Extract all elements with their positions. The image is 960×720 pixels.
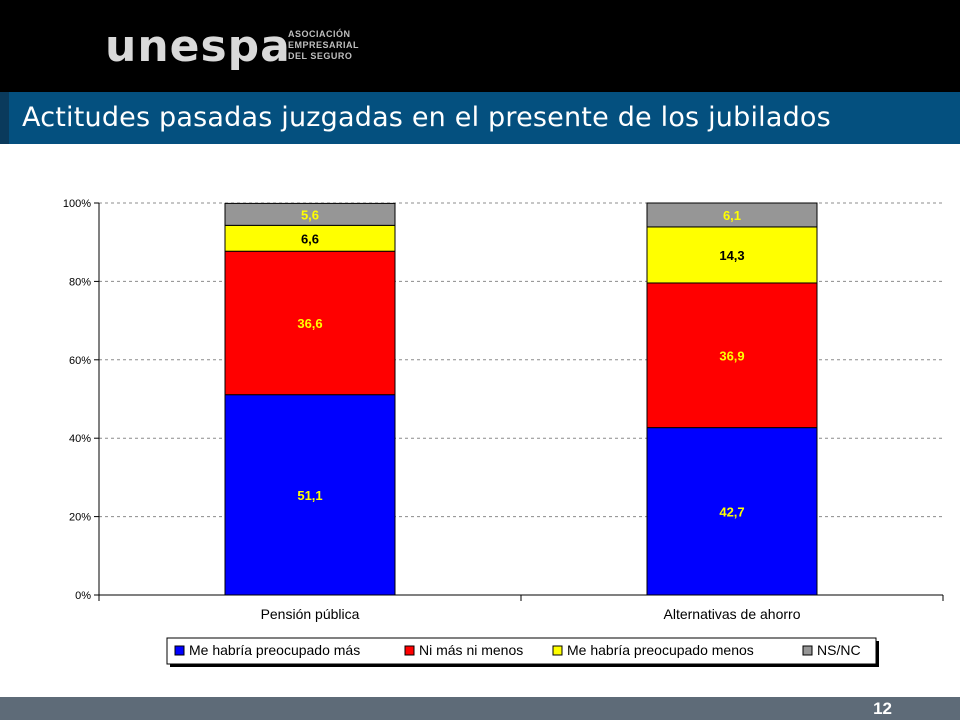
data-label: 6,1 — [723, 208, 741, 223]
y-tick-label: 40% — [69, 433, 91, 445]
y-tick-label: 60% — [69, 355, 91, 367]
page-title: Actitudes pasadas juzgadas en el present… — [22, 102, 831, 133]
legend-label: Me habría preocupado menos — [567, 642, 754, 658]
bar-segment — [224, 250, 396, 396]
x-tick-label: Pensión pública — [261, 606, 360, 622]
legend-swatch — [404, 645, 415, 656]
bar-segment — [646, 202, 818, 228]
legend-label: Me habría preocupado más — [189, 642, 360, 658]
data-label: 36,6 — [297, 316, 322, 331]
bar-segment — [646, 282, 818, 429]
bar-segment — [646, 427, 818, 596]
data-label: 42,7 — [719, 504, 744, 519]
stacked-bar-chart: 0% 20% 40% 60% 80% 100% Pensión pública Alterna… — [63, 198, 944, 667]
header-bar: unespa ASOCIACIÓN EMPRESARIAL DEL SEGURO — [0, 0, 960, 92]
bar-segment — [646, 226, 818, 284]
data-label: 51,1 — [297, 488, 322, 503]
legend-label: NS/NC — [817, 642, 861, 658]
data-label: 5,6 — [301, 207, 319, 222]
y-tick-label: 80% — [69, 276, 91, 288]
y-tick-label: 100% — [63, 198, 91, 210]
legend-swatch — [802, 645, 813, 656]
legend-box — [166, 637, 877, 665]
bar-segment — [224, 224, 396, 252]
title-bar: Actitudes pasadas juzgadas en el present… — [0, 92, 960, 144]
x-tick-label: Alternativas de ahorro — [664, 606, 801, 622]
data-label: 36,9 — [719, 348, 744, 363]
data-label: 14,3 — [719, 248, 744, 263]
bar-segment — [224, 394, 396, 596]
legend-swatch — [552, 645, 563, 656]
page-number: 12 — [873, 699, 892, 718]
title-accent — [0, 92, 9, 144]
y-tick-label: 0% — [75, 590, 91, 602]
legend-swatch — [174, 645, 185, 656]
footer-bar: 12 — [0, 697, 960, 720]
data-label: 6,6 — [301, 231, 319, 246]
legend-label: Ni más ni menos — [419, 642, 523, 658]
bar-segment — [224, 202, 396, 226]
y-tick-label: 20% — [69, 512, 91, 524]
logo-subtitle: ASOCIACIÓN EMPRESARIAL DEL SEGURO — [288, 29, 360, 61]
logo-wordmark: unespa — [105, 21, 291, 72]
